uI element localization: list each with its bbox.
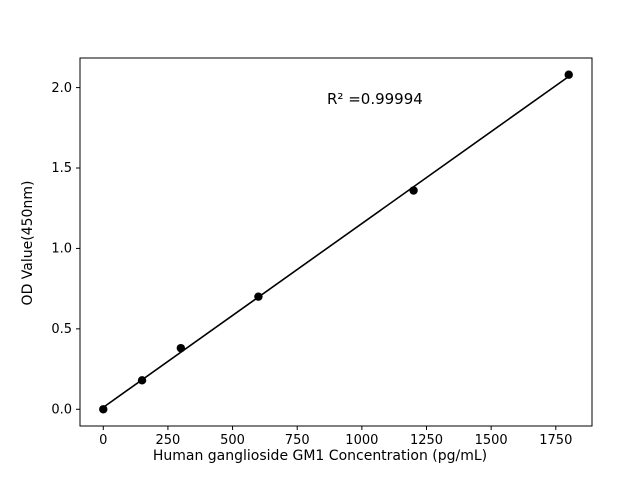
data-point <box>254 292 263 301</box>
y-tick-label: 1.0 <box>51 242 72 257</box>
x-tick-label: 0 <box>99 433 107 448</box>
x-tick-label: 1500 <box>475 433 508 448</box>
data-point <box>409 186 418 195</box>
x-tick-label: 1000 <box>345 433 378 448</box>
data-point <box>99 405 108 414</box>
data-point <box>564 70 573 79</box>
x-tick-label: 500 <box>220 433 245 448</box>
data-point <box>176 343 186 353</box>
y-axis-label: OD Value(450nm) <box>20 180 36 306</box>
y-tick-label: 0.5 <box>51 322 72 337</box>
trend-line <box>102 75 570 409</box>
x-tick-label: 750 <box>285 433 310 448</box>
x-tick-label: 1250 <box>410 433 443 448</box>
y-tick-label: 0.0 <box>51 402 72 417</box>
x-tick-label: 1750 <box>539 433 572 448</box>
plot-border <box>79 57 593 427</box>
r-squared-annotation: R² =0.99994 <box>327 90 423 108</box>
y-tick-label: 2.0 <box>51 81 72 96</box>
x-axis-label: Human ganglioside GM1 Concentration (pg/… <box>152 448 488 464</box>
data-point <box>137 376 147 385</box>
x-tick-label: 250 <box>156 433 181 448</box>
y-tick-label: 1.5 <box>51 161 72 176</box>
